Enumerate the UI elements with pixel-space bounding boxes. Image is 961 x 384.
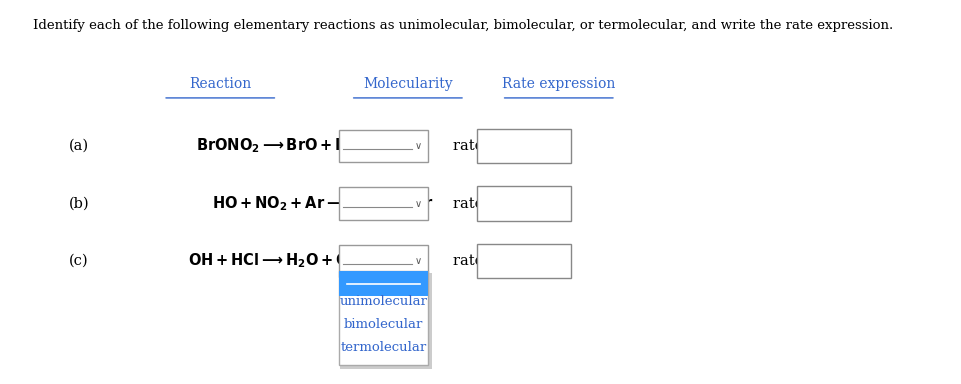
FancyBboxPatch shape [338, 187, 429, 220]
Text: $\mathbf{OH + HCl{\longrightarrow}H_2O + Cl}$: $\mathbf{OH + HCl{\longrightarrow}H_2O +… [187, 252, 352, 270]
Text: unimolecular: unimolecular [339, 295, 428, 308]
Text: Molecularity: Molecularity [363, 78, 453, 91]
Text: rate =: rate = [453, 254, 500, 268]
Text: rate =: rate = [453, 197, 500, 210]
Text: Reaction: Reaction [189, 78, 252, 91]
Text: ∨: ∨ [414, 141, 422, 151]
FancyBboxPatch shape [338, 130, 429, 162]
FancyBboxPatch shape [338, 245, 429, 277]
FancyBboxPatch shape [478, 186, 571, 221]
FancyBboxPatch shape [340, 273, 431, 369]
Text: (a): (a) [69, 139, 89, 153]
Text: Identify each of the following elementary reactions as unimolecular, bimolecular: Identify each of the following elementar… [33, 19, 893, 32]
FancyBboxPatch shape [338, 271, 429, 365]
Text: bimolecular: bimolecular [344, 318, 423, 331]
Text: termolecular: termolecular [340, 341, 427, 354]
FancyBboxPatch shape [478, 129, 571, 163]
Text: (c): (c) [69, 254, 89, 268]
Text: Rate expression: Rate expression [502, 78, 615, 91]
Text: ∨: ∨ [414, 199, 422, 209]
Text: $\mathbf{BrONO_2{\longrightarrow}BrO + NO_2}$: $\mathbf{BrONO_2{\longrightarrow}BrO + N… [196, 137, 367, 155]
Text: ∨: ∨ [414, 256, 422, 266]
FancyBboxPatch shape [478, 244, 571, 278]
Text: rate =: rate = [453, 139, 500, 153]
Text: $\mathbf{HO + NO_2 + Ar{\longrightarrow}HNO_3 + Ar}$: $\mathbf{HO + NO_2 + Ar{\longrightarrow}… [212, 194, 433, 213]
Text: (b): (b) [69, 197, 90, 210]
FancyBboxPatch shape [338, 271, 429, 296]
